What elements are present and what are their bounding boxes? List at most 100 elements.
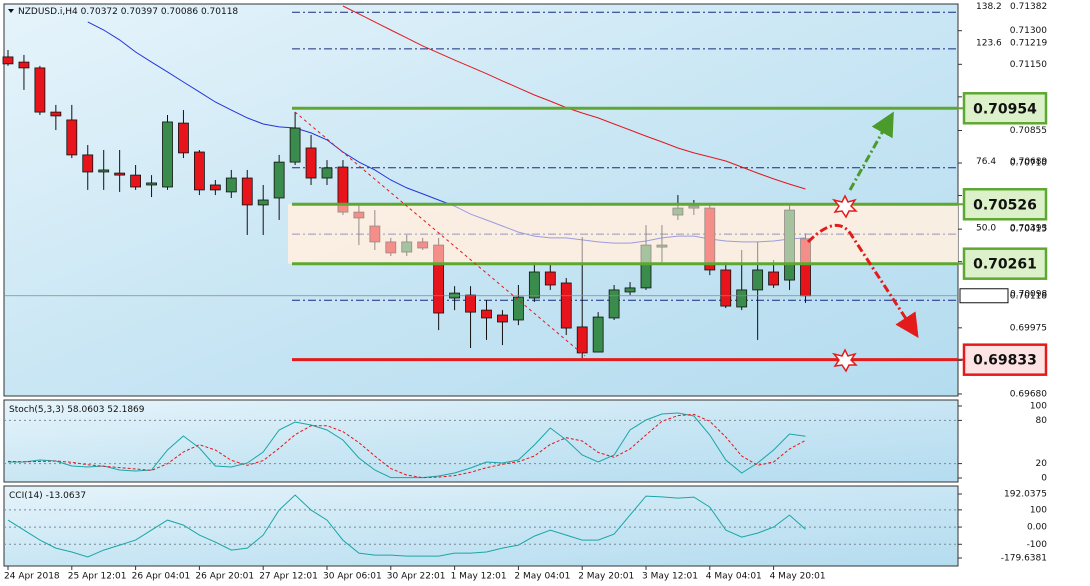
y-tick-label: 0.71300 xyxy=(1010,26,1047,36)
candle-body xyxy=(321,167,333,179)
main-panel xyxy=(3,3,959,397)
fib-value: 0.70098 xyxy=(1010,290,1047,300)
candle-body xyxy=(305,147,317,179)
candle-body xyxy=(193,151,205,191)
price-label: 0.70118 xyxy=(1010,291,1047,301)
candle-body xyxy=(178,122,189,154)
y-tick-label: 192.0375 xyxy=(1004,490,1047,500)
candle-body xyxy=(608,289,620,319)
fib-ratio: 50.0 xyxy=(976,224,996,234)
candle-body xyxy=(720,269,732,307)
candle-body xyxy=(225,177,237,193)
x-tick-label: 3 May 12:01 xyxy=(642,572,698,582)
stoch-panel xyxy=(3,399,959,483)
x-tick-label: 25 Apr 12:01 xyxy=(68,572,127,582)
candle-body xyxy=(624,287,636,293)
candle-body xyxy=(82,154,94,173)
candle-body xyxy=(98,169,110,173)
x-tick-label: 26 Apr 20:01 xyxy=(195,572,254,582)
indicator-line xyxy=(7,413,806,479)
cci-header: CCI(14) -13.0637 xyxy=(9,491,86,501)
x-tick-label: 24 Apr 2018 xyxy=(4,572,60,582)
y-tick-label: 0.71150 xyxy=(1010,60,1047,70)
level-box xyxy=(962,92,1048,125)
x-tick-label: 26 Apr 04:01 xyxy=(132,572,191,582)
candle-body xyxy=(2,56,14,65)
candle-body xyxy=(18,61,30,69)
candle-body xyxy=(544,271,556,286)
y-tick-label: 0.69680 xyxy=(1010,389,1047,399)
candle-body xyxy=(66,119,78,156)
fib-ratio: 123.6 xyxy=(976,38,1002,48)
candle-body xyxy=(130,174,142,188)
y-tick-label: 20 xyxy=(1036,459,1048,469)
candle-body xyxy=(114,172,126,176)
candle-body xyxy=(465,294,476,313)
candle-body xyxy=(736,289,748,308)
chart-header: NZDUSD.i,H4 0.70372 0.70397 0.70086 0.70… xyxy=(18,7,238,17)
fib-value: 0.70393 xyxy=(1010,224,1047,234)
indicator-line xyxy=(8,412,806,479)
level-label: 0.70261 xyxy=(973,257,1037,273)
level-box xyxy=(962,188,1048,221)
stoch-header: Stoch(5,3,3) 58.0603 52.1869 xyxy=(9,405,145,415)
candle-body xyxy=(560,282,572,329)
level-label: 0.69833 xyxy=(973,353,1037,369)
burst-marker xyxy=(831,194,858,219)
x-tick-label: 4 May 04:01 xyxy=(706,572,762,582)
x-tick-label: 4 May 20:01 xyxy=(770,572,826,582)
x-tick-label: 1 May 12:01 xyxy=(451,572,507,582)
fib-value: 0.71219 xyxy=(1010,38,1047,48)
candle-body xyxy=(273,161,285,199)
fib-ratio: 76.4 xyxy=(976,157,996,167)
y-tick-label: 80 xyxy=(1036,416,1048,426)
candle-body xyxy=(162,121,173,188)
candle-body xyxy=(289,127,301,163)
y-tick-label: 0.70855 xyxy=(1010,126,1047,136)
level-label: 0.70954 xyxy=(973,101,1037,117)
y-tick-label: 0.69975 xyxy=(1010,323,1047,333)
candle-body xyxy=(497,314,508,323)
candle-body xyxy=(513,296,524,321)
level-box xyxy=(962,343,1048,376)
candle-body xyxy=(528,271,540,299)
zone-overlay xyxy=(288,204,958,264)
fib-value: 0.71382 xyxy=(1010,2,1047,12)
x-tick-label: 2 May 04:01 xyxy=(514,572,570,582)
bearish-arrow xyxy=(806,224,919,339)
x-tick-label: 30 Apr 06:01 xyxy=(323,572,382,582)
candle-body xyxy=(752,269,764,291)
candle-body xyxy=(592,316,604,353)
indicator-line xyxy=(342,5,806,190)
cci-panel xyxy=(3,485,959,567)
candle-body xyxy=(50,111,62,117)
candle-body xyxy=(257,199,269,206)
x-tick-label: 2 May 20:01 xyxy=(578,572,634,582)
y-tick-label: 0 xyxy=(1041,474,1047,484)
y-tick-label: 100 xyxy=(1030,402,1047,412)
candle-body xyxy=(34,67,46,113)
fib-ratio: 138.2 xyxy=(976,2,1002,12)
candle-body xyxy=(576,326,588,354)
level-box xyxy=(962,247,1048,280)
x-tick-label: 30 Apr 22:01 xyxy=(387,572,446,582)
bullish-arrow xyxy=(848,111,894,191)
candle-body xyxy=(768,271,779,286)
menu-icon xyxy=(8,9,14,13)
burst-marker xyxy=(831,348,858,373)
y-tick-label: 0.70415 xyxy=(1010,225,1047,235)
y-tick-label: -100 xyxy=(1027,540,1048,550)
fib-value: 0.70689 xyxy=(1010,157,1047,167)
candle-body xyxy=(146,182,157,186)
level-label: 0.70526 xyxy=(973,197,1037,213)
candle-body xyxy=(209,184,221,191)
y-tick-label: -179.6381 xyxy=(1001,554,1047,564)
y-tick-label: 0.00 xyxy=(1027,523,1047,533)
x-tick-label: 27 Apr 12:01 xyxy=(259,572,318,582)
y-tick-label: 100 xyxy=(1030,505,1047,515)
indicator-line xyxy=(7,494,806,558)
y-tick-label: 0.70710 xyxy=(1010,158,1047,168)
candle-body xyxy=(241,177,253,206)
